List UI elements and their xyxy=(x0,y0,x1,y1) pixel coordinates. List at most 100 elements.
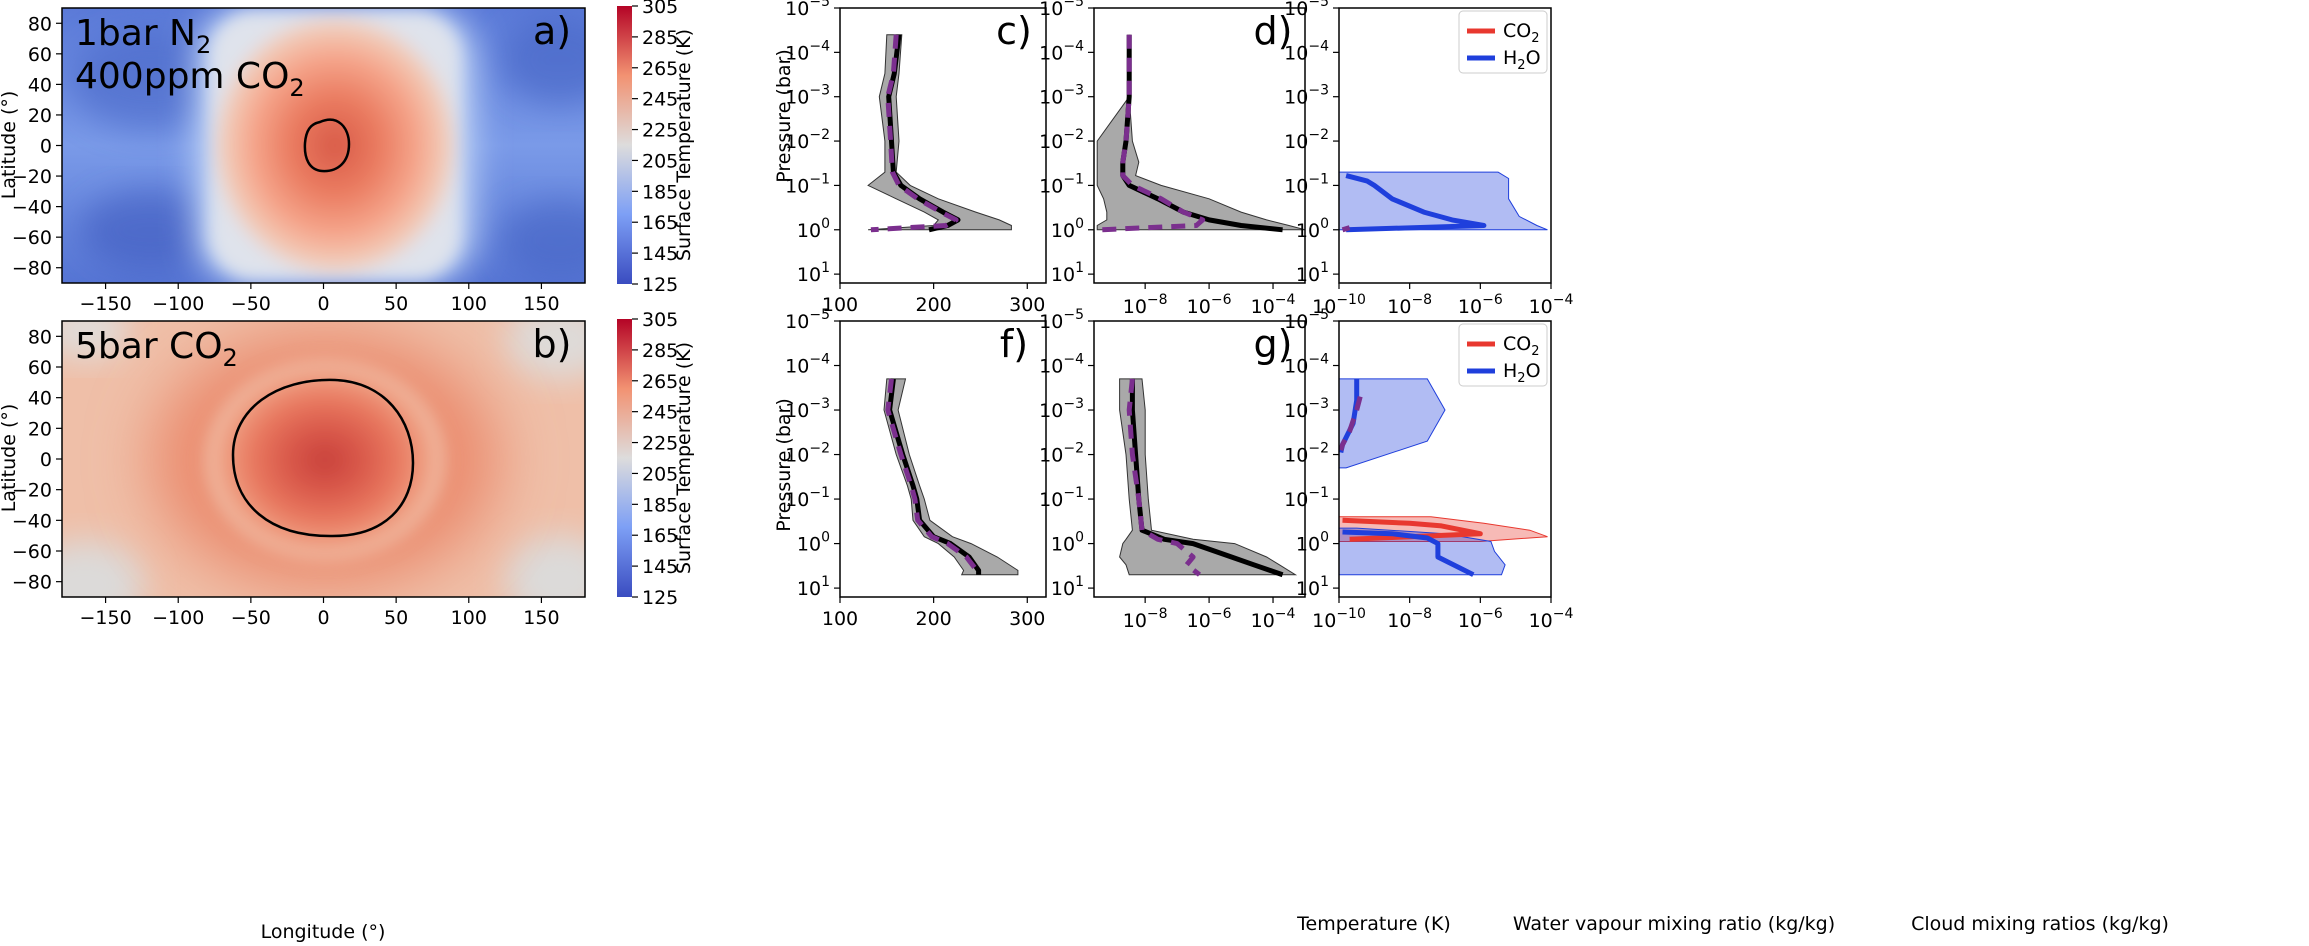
cloud-band xyxy=(1339,171,1548,231)
panel-tag-f: f) xyxy=(1000,322,1028,366)
pressure-tick-label: 10−3 xyxy=(1039,396,1084,422)
panel-frame xyxy=(1338,7,1552,284)
spread-band xyxy=(883,378,1019,576)
pressure-tick-label: 101 xyxy=(1051,574,1084,600)
pressure-tick-label: 10−3 xyxy=(1039,83,1084,109)
map-xtick-label: 150 xyxy=(523,607,559,629)
pressure-tick-label: 101 xyxy=(1296,260,1329,286)
map-ytick-label: −20 xyxy=(12,166,52,188)
profile-panel-g: 10−5 10−4 10−3 10−2 10−1 100 101 10−8 10−6 10−4 g) xyxy=(1039,307,1306,632)
map-ytick-label: −40 xyxy=(12,510,52,532)
pressure-tick-label: 101 xyxy=(1051,260,1084,286)
pressure-tick-label: 10−5 xyxy=(1284,307,1329,333)
map-xtick-label: 50 xyxy=(384,293,408,315)
colorbar-label-a: Surface Temperature (K) xyxy=(673,29,695,261)
alt-profile-line xyxy=(870,34,959,233)
colorbar-tick-label: 245 xyxy=(642,89,678,111)
colorbar-tick-label: 225 xyxy=(642,433,678,455)
colorbar-tick-label: 205 xyxy=(642,463,678,485)
legend-label: H2O xyxy=(1503,360,1541,386)
map-xtick-label: 150 xyxy=(523,293,559,315)
colorbar-tick-label: 185 xyxy=(642,181,678,203)
profile-panel-f: 10−5 10−4 10−3 10−2 10−1 100 101 100 200 300 f) xyxy=(785,307,1047,630)
panel-a-title-line2: 400ppm CO2 xyxy=(75,56,305,102)
alt-profile-line xyxy=(1100,34,1206,233)
log-xtick-label: 10−8 xyxy=(1387,606,1432,632)
panel-tag-d: d) xyxy=(1254,9,1293,53)
pressure-tick-label: 10−3 xyxy=(785,83,830,109)
map-ylabel-a: Latitude (°) xyxy=(0,91,20,200)
spread-band xyxy=(1096,34,1305,231)
pressure-tick-label: 10−5 xyxy=(785,307,830,333)
map-ytick-label: −80 xyxy=(12,258,52,280)
pressure-tick-label: 10−1 xyxy=(1284,485,1329,511)
map-xtick-label: 0 xyxy=(317,293,329,315)
pressure-tick-label: 10−2 xyxy=(785,127,830,153)
colorbar-tick-label: 305 xyxy=(642,309,678,331)
profile-panel-h: 10−5 10−4 10−3 10−2 10−1 100 101 10−10 10−8 10−6 1… xyxy=(1284,307,1573,632)
panel-tag-g: g) xyxy=(1254,322,1293,366)
cloud-band xyxy=(1339,378,1446,469)
temp-xtick-label: 200 xyxy=(916,608,952,630)
contour-273K-a xyxy=(303,118,351,173)
log-xtick-label: 10−8 xyxy=(1387,292,1432,318)
panel-tag-b: b) xyxy=(533,322,572,366)
map-ytick-label: 20 xyxy=(28,418,52,440)
water-vapour-xlabel: Water vapour mixing ratio (kg/kg) xyxy=(1513,913,1835,935)
cloud-line-h2o-lower xyxy=(1342,529,1475,577)
pressure-tick-label: 100 xyxy=(797,530,830,556)
colorbar-tick-label: 305 xyxy=(642,0,678,18)
alt-profile-line xyxy=(885,378,980,576)
temp-xtick-label: 100 xyxy=(822,294,858,316)
colorbar-tick-label: 285 xyxy=(642,340,678,362)
panel-frame xyxy=(1093,7,1306,284)
cloud-line-h2o xyxy=(1345,173,1487,233)
temp-xtick-label: 100 xyxy=(822,608,858,630)
pressure-tick-label: 10−3 xyxy=(1284,396,1329,422)
temp-xtick-label: 300 xyxy=(1009,608,1045,630)
log-xtick-label: 10−6 xyxy=(1187,606,1232,632)
profile-panel-c: 10−5 10−4 10−3 10−2 10−1 100 101 100 200 300 c) xyxy=(785,0,1047,316)
map-ytick-label: 60 xyxy=(28,357,52,379)
colorbar-tick-label: 245 xyxy=(642,402,678,424)
panel-tag-a: a) xyxy=(533,9,571,53)
pressure-tick-label: 10−4 xyxy=(1039,38,1084,64)
temperature-xlabel: Temperature (K) xyxy=(1296,913,1451,935)
panel-frame xyxy=(839,7,1047,284)
map-ytick-label: 20 xyxy=(28,105,52,127)
map-axis-b: −150 −100 −50 0 50 100 150 80 60 40 20 0 −20 −40 −60 −8… xyxy=(12,326,560,629)
colorbar-tick-label: 225 xyxy=(642,120,678,142)
pressure-tick-label: 10−3 xyxy=(1284,83,1329,109)
log-xtick-label: 10−8 xyxy=(1123,292,1168,318)
log-xtick-label: 10−10 xyxy=(1312,606,1366,632)
colorbar-tick-label: 125 xyxy=(642,274,678,296)
colorbar-tick-label: 265 xyxy=(642,58,678,80)
pressure-tick-label: 10−1 xyxy=(1284,171,1329,197)
map-ytick-label: 80 xyxy=(28,326,52,348)
pressure-tick-label: 10−5 xyxy=(785,0,830,20)
colorbar-a: 125 145 165 185 205 225 245 265 285 305 Surface T… xyxy=(617,0,695,296)
pressure-tick-label: 10−4 xyxy=(785,352,830,378)
pressure-tick-label: 10−2 xyxy=(1039,441,1084,467)
pressure-label-top: Pressure (bar) xyxy=(773,49,795,183)
pressure-tick-label: 10−1 xyxy=(1039,485,1084,511)
map-ytick-label: −80 xyxy=(12,572,52,594)
colorbar-tick-label: 285 xyxy=(642,27,678,49)
colorbar-tick-label: 205 xyxy=(642,150,678,172)
panel-frame xyxy=(1093,320,1306,598)
map-ytick-label: 0 xyxy=(40,136,52,158)
panel-frame xyxy=(839,320,1047,598)
map-xtick-label: −50 xyxy=(231,293,271,315)
map-xtick-label: −150 xyxy=(79,607,131,629)
pressure-tick-label: 10−2 xyxy=(1039,127,1084,153)
temp-xtick-label: 300 xyxy=(1009,294,1045,316)
log-xtick-label: 10−6 xyxy=(1458,606,1503,632)
map-ytick-label: 80 xyxy=(28,13,52,35)
spread-band xyxy=(1119,378,1298,576)
pressure-tick-label: 101 xyxy=(797,260,830,286)
profile-panel-d: 10−5 10−4 10−3 10−2 10−1 100 101 10−8 10−6 10−4 d) xyxy=(1039,0,1306,318)
pressure-tick-label: 100 xyxy=(797,216,830,242)
map-axis-a: −150 −100 −50 0 50 100 150 80 60 40 20 0 −20 −40 −60 −8… xyxy=(12,13,560,315)
map-xtick-label: −100 xyxy=(152,607,204,629)
pressure-tick-label: 10−4 xyxy=(1284,38,1329,64)
